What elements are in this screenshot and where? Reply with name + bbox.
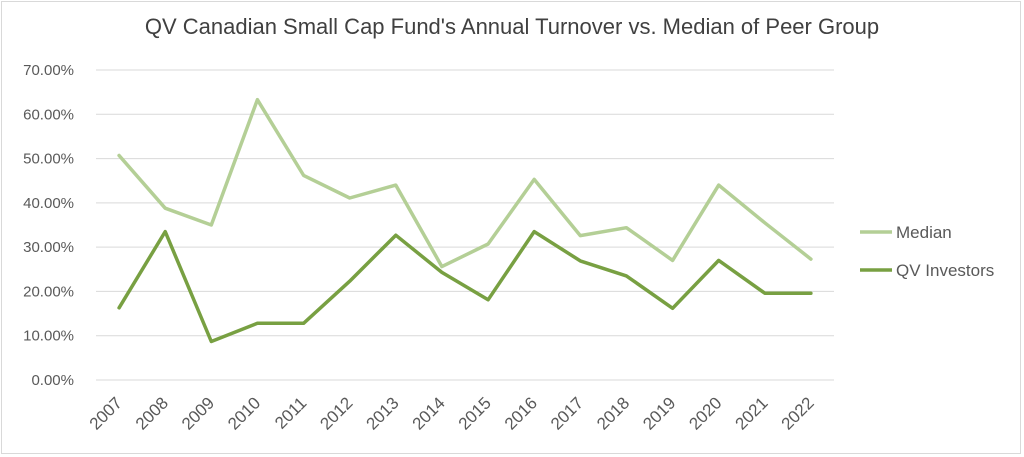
x-tick-label: 2012 <box>316 393 356 433</box>
y-tick-label: 30.00% <box>23 239 74 256</box>
series-line-qv-investors <box>117 229 813 344</box>
legend-label-qv-investors: QV Investors <box>896 261 994 280</box>
y-tick-label: 10.00% <box>23 328 74 345</box>
y-tick-label: 40.00% <box>23 195 74 212</box>
x-tick-label: 2016 <box>501 393 541 433</box>
x-tick-label: 2013 <box>362 393 402 433</box>
x-tick-label: 2014 <box>409 393 449 433</box>
x-tick-label: 2021 <box>731 393 771 433</box>
chart-title: QV Canadian Small Cap Fund's Annual Turn… <box>144 14 880 39</box>
y-tick-label: 0.00% <box>31 372 74 389</box>
series-line-median <box>117 97 813 269</box>
x-tick-label: 2009 <box>178 393 218 433</box>
y-tick-label: 60.00% <box>23 106 74 123</box>
x-tick-label: 2018 <box>593 393 633 433</box>
x-tick-label: 2022 <box>778 393 818 433</box>
x-tick-label: 2015 <box>455 393 495 433</box>
x-tick-label: 2020 <box>685 393 725 433</box>
x-tick-label: 2008 <box>132 393 172 433</box>
legend-label-median: Median <box>896 223 952 242</box>
y-tick-label: 70.00% <box>23 62 74 79</box>
x-tick-label: 2007 <box>86 393 126 433</box>
x-tick-label: 2019 <box>639 393 679 433</box>
x-tick-label: 2010 <box>224 393 264 433</box>
x-tick-label: 2011 <box>271 393 310 432</box>
y-tick-label: 50.00% <box>23 151 74 168</box>
y-tick-label: 20.00% <box>23 283 74 300</box>
x-tick-label: 2017 <box>547 393 587 433</box>
